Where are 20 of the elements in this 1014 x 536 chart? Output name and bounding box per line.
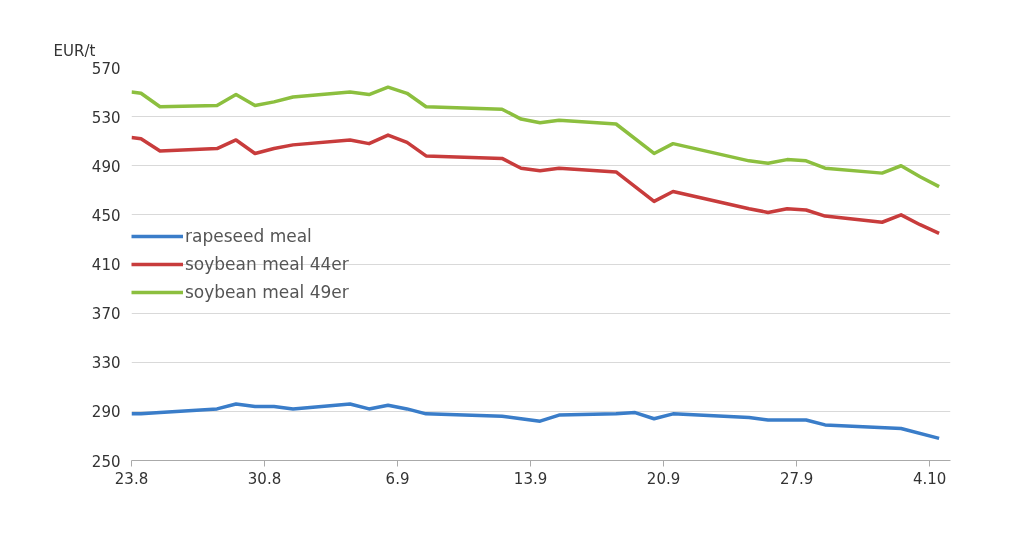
legend-label: soybean meal 44er	[185, 253, 349, 274]
legend-label: soybean meal 49er	[185, 281, 349, 302]
x-tick-label: 23.8	[114, 469, 149, 488]
x-tick-label: 13.9	[513, 469, 548, 488]
x-tick-label: 27.9	[779, 469, 814, 488]
x-tick-label: 30.8	[247, 469, 282, 488]
y-tick-label: 570	[91, 59, 121, 78]
legend-label: rapeseed meal	[185, 225, 312, 246]
y-tick-label: 530	[91, 108, 121, 127]
y-tick-label: 250	[91, 452, 121, 471]
y-tick-label: 330	[91, 354, 121, 373]
y-tick-label: 370	[91, 305, 121, 324]
x-tick-label: 20.9	[646, 469, 681, 488]
x-tick-label: 4.10	[912, 469, 947, 488]
y-tick-label: 490	[91, 157, 121, 176]
y-tick-label: 450	[91, 206, 121, 225]
x-tick-label: 6.9	[385, 469, 410, 488]
y-tick-label: 290	[91, 403, 121, 422]
y-tick-label: 410	[91, 256, 121, 274]
y-axis-title: EUR/t	[53, 41, 96, 60]
